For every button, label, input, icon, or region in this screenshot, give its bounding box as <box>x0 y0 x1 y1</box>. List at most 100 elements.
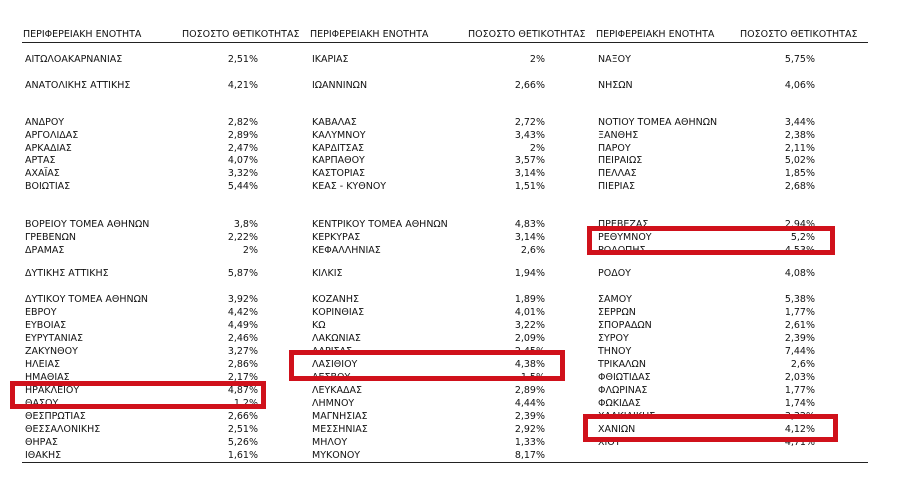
region-name: ΕΥΡΥΤΑΝΙΑΣ <box>25 333 84 344</box>
region-name: ΑΡΤΑΣ <box>25 155 56 167</box>
region-name: ΝΗΣΩΝ <box>598 80 633 91</box>
positivity-rate: 1,89% <box>514 294 545 305</box>
region-name: ΘΗΡΑΣ <box>25 437 58 448</box>
positivity-rate: 2,6% <box>520 245 545 256</box>
region-name: ΖΑΚΥΝΘΟΥ <box>25 346 78 357</box>
positivity-rate: 2,17% <box>227 372 258 383</box>
positivity-rate: 4,44% <box>514 398 545 409</box>
bottom-rule <box>22 462 868 463</box>
region-name: ΛΑΚΩΝΙΑΣ <box>312 333 361 344</box>
positivity-rate: 1,2% <box>233 398 258 409</box>
highlight-box <box>583 414 838 442</box>
region-name: ΕΒΡΟΥ <box>25 307 57 318</box>
region-name: ΚΑΡΠΑΘΟΥ <box>312 155 365 167</box>
positivity-rate: 4,21% <box>227 80 258 91</box>
positivity-rate: 2,46% <box>227 333 258 344</box>
positivity-rate: 3,22% <box>514 320 545 331</box>
positivity-rate: 2,03% <box>784 372 815 383</box>
positivity-rate: 2,61% <box>784 320 815 331</box>
positivity-rate: 2,6% <box>790 359 815 370</box>
column-header: ΠΟΣΟΣΤΟ ΘΕΤΙΚΟΤΗΤΑΣ <box>740 29 858 40</box>
region-name: ΣΕΡΡΩΝ <box>598 307 636 318</box>
header-rule <box>22 42 868 43</box>
region-name: ΣΠΟΡΑΔΩΝ <box>598 320 652 331</box>
positivity-rate: 1,94% <box>514 268 545 279</box>
region-name: ΑΝΑΤΟΛΙΚΗΣ ΑΤΤΙΚΗΣ <box>25 80 131 91</box>
positivity-rate: 3,14% <box>514 232 545 243</box>
positivity-rate: 1,77% <box>784 385 815 396</box>
positivity-rate: 2,68% <box>784 181 815 192</box>
region-name: ΜΥΚΟΝΟΥ <box>312 450 361 461</box>
region-name: ΚΕΝΤΡΙΚΟΥ ΤΟΜΕΑ ΑΘΗΝΩΝ <box>312 219 448 230</box>
region-name: ΚΑΒΑΛΑΣ <box>312 117 357 128</box>
region-name: ΤΡΙΚΑΛΩΝ <box>598 359 646 370</box>
positivity-rate: 4,42% <box>227 307 258 318</box>
positivity-rate: 4,87% <box>227 385 258 396</box>
highlight-box <box>289 350 565 381</box>
positivity-rate: 3,43% <box>514 129 545 141</box>
region-name: ΑΡΓΟΛΙΔΑΣ <box>25 129 79 141</box>
positivity-rate: 1,77% <box>784 307 815 318</box>
region-name: ΜΗΛΟΥ <box>312 437 348 448</box>
region-name: ΑΧΑΪΑΣ <box>25 168 60 180</box>
positivity-rate: 4,83% <box>514 219 545 230</box>
region-name: ΚΕΡΚΥΡΑΣ <box>312 232 361 243</box>
positivity-rate: 7,44% <box>784 346 815 357</box>
region-name: ΔΥΤΙΚΗΣ ΑΤΤΙΚΗΣ <box>25 268 109 279</box>
positivity-rate: 5,26% <box>227 437 258 448</box>
positivity-rate: 2,39% <box>514 411 545 422</box>
positivity-rate: 2,47% <box>227 142 258 154</box>
region-name: ΠΕΙΡΑΙΩΣ <box>598 155 643 167</box>
region-name: ΑΡΚΑΔΙΑΣ <box>25 142 72 154</box>
positivity-rate: 4,38% <box>514 359 545 370</box>
region-name: ΘΑΣΟΥ <box>25 398 59 409</box>
region-name: ΝΑΞΟΥ <box>598 54 631 65</box>
positivity-rate: 2,66% <box>227 411 258 422</box>
positivity-rate: 3,32% <box>227 168 258 180</box>
region-name: ΚΩ <box>312 320 326 331</box>
positivity-rate: 3,92% <box>227 294 258 305</box>
region-name: ΛΗΜΝΟΥ <box>312 398 355 409</box>
positivity-rate: 2,89% <box>227 129 258 141</box>
region-name: ΑΙΤΩΛΟΑΚΑΡΝΑΝΙΑΣ <box>25 54 123 65</box>
region-name: ΑΝΔΡΟΥ <box>25 117 65 128</box>
region-name: ΞΑΝΘΗΣ <box>598 129 639 141</box>
column-header: ΠΕΡΙΦΕΡΕΙΑΚΗ ΕΝΟΤΗΤΑ <box>23 29 142 40</box>
positivity-rate: 1,51% <box>514 181 545 192</box>
positivity-rate: 2,11% <box>784 142 815 154</box>
region-name: ΚΑΛΥΜΝΟΥ <box>312 129 366 141</box>
region-name: ΛΕΥΚΑΔΑΣ <box>312 385 363 396</box>
region-name: ΓΡΕΒΕΝΩΝ <box>25 232 77 243</box>
region-name: ΗΡΑΚΛΕΙΟΥ <box>25 385 80 396</box>
highlight-box <box>587 226 835 255</box>
positivity-rate: 2,86% <box>227 359 258 370</box>
positivity-rate: 8,17% <box>514 450 545 461</box>
column-header: ΠΕΡΙΦΕΡΕΙΑΚΗ ΕΝΟΤΗΤΑ <box>596 29 715 40</box>
positivity-rate: 2% <box>242 245 258 256</box>
region-name: ΘΕΣΠΡΩΤΙΑΣ <box>25 411 86 422</box>
region-name: ΤΗΝΟΥ <box>598 346 632 357</box>
positivity-rate: 4,08% <box>784 268 815 279</box>
positivity-rate: 4,07% <box>227 155 258 167</box>
positivity-rate: 3,57% <box>514 155 545 167</box>
positivity-rate: 3,14% <box>514 168 545 180</box>
highlight-box <box>10 381 266 409</box>
positivity-rate: 2,22% <box>227 232 258 243</box>
positivity-rate: 1,61% <box>227 450 258 461</box>
region-name: ΠΙΕΡΙΑΣ <box>598 181 635 192</box>
positivity-rate: 2,39% <box>784 333 815 344</box>
region-name: ΠΡΕΒΕΖΑΣ <box>598 219 649 230</box>
positivity-rate: 3,44% <box>784 117 815 128</box>
column-header: ΠΟΣΟΣΤΟ ΘΕΤΙΚΟΤΗΤΑΣ <box>468 29 586 40</box>
region-name: ΦΩΚΙΔΑΣ <box>598 398 641 409</box>
positivity-rate: 2,94% <box>784 219 815 230</box>
region-name: ΙΚΑΡΙΑΣ <box>312 54 349 65</box>
positivity-rate: 1,85% <box>784 168 815 180</box>
region-name: ΚΕΦΑΛΛΗΝΙΑΣ <box>312 245 381 256</box>
positivity-rate: 5,87% <box>227 268 258 279</box>
positivity-rate: 4,71% <box>784 437 815 448</box>
positivity-rate: 2,89% <box>514 385 545 396</box>
positivity-rate: 2,38% <box>784 129 815 141</box>
positivity-rate: 2,92% <box>514 424 545 435</box>
